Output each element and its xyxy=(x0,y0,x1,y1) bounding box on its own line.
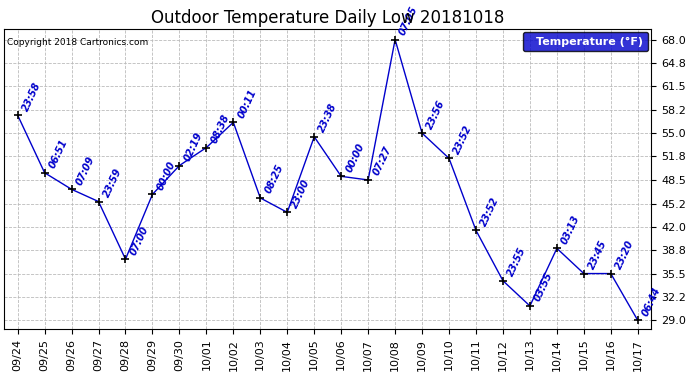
Text: 07:05: 07:05 xyxy=(398,4,420,37)
Text: 23:56: 23:56 xyxy=(425,98,447,130)
Text: 23:45: 23:45 xyxy=(586,238,609,271)
Text: 00:00: 00:00 xyxy=(155,159,177,192)
Text: 03:13: 03:13 xyxy=(560,213,582,246)
Text: 06:44: 06:44 xyxy=(640,285,662,318)
Text: 23:55: 23:55 xyxy=(506,246,528,278)
Text: 23:52: 23:52 xyxy=(452,123,474,156)
Text: 23:20: 23:20 xyxy=(613,238,635,271)
Text: 02:19: 02:19 xyxy=(182,130,204,163)
Text: 23:38: 23:38 xyxy=(317,102,339,134)
Text: 07:00: 07:00 xyxy=(128,224,150,256)
Title: Outdoor Temperature Daily Low 20181018: Outdoor Temperature Daily Low 20181018 xyxy=(151,9,504,27)
Legend: Temperature (°F): Temperature (°F) xyxy=(523,32,648,51)
Text: 07:09: 07:09 xyxy=(75,154,97,186)
Text: 08:25: 08:25 xyxy=(263,163,285,195)
Text: 23:52: 23:52 xyxy=(479,195,501,228)
Text: 06:51: 06:51 xyxy=(48,138,70,170)
Text: Copyright 2018 Cartronics.com: Copyright 2018 Cartronics.com xyxy=(8,38,148,47)
Text: 00:00: 00:00 xyxy=(344,141,366,174)
Text: 23:59: 23:59 xyxy=(101,166,124,199)
Text: 03:55: 03:55 xyxy=(533,271,555,303)
Text: 23:00: 23:00 xyxy=(290,177,312,210)
Text: 08:38: 08:38 xyxy=(209,112,231,145)
Text: 00:11: 00:11 xyxy=(236,87,258,120)
Text: 07:27: 07:27 xyxy=(371,145,393,177)
Text: 23:58: 23:58 xyxy=(21,80,43,112)
